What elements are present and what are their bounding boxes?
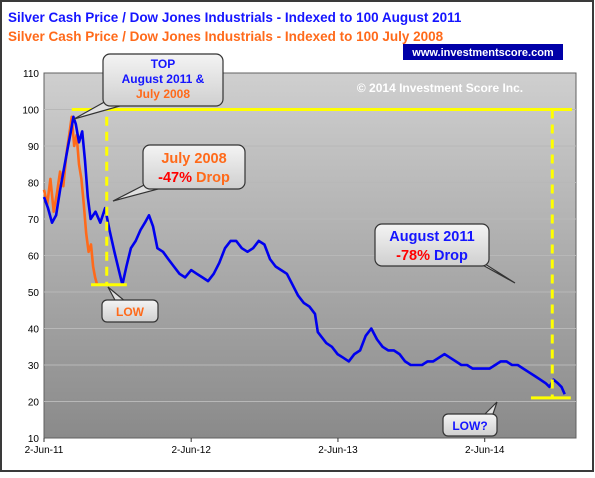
callout-low-box xyxy=(101,299,159,323)
callout-low-question: LOW? xyxy=(442,401,498,437)
y-tick-label: 40 xyxy=(28,325,40,336)
y-tick-label: 10 xyxy=(28,434,40,445)
y-tick-label: 100 xyxy=(22,106,39,117)
callout-text-segment: LOW? xyxy=(452,419,487,433)
y-tick-label: 90 xyxy=(28,142,40,153)
chart-title-blue: Silver Cash Price / Dow Jones Industrial… xyxy=(8,10,462,25)
callout-july2008-box xyxy=(142,144,246,190)
callout-text-segment: Drop xyxy=(192,170,230,186)
callout-text-segment: August 2011 & xyxy=(122,72,205,86)
callout-text-segment: TOP xyxy=(151,57,175,71)
x-tick-label: 2-Jun-13 xyxy=(318,445,358,456)
callout-text-segment: -78% xyxy=(396,248,430,264)
callout-low-question-text: LOW? xyxy=(452,419,487,433)
y-tick-label: 20 xyxy=(28,398,40,409)
website-label: www.investmentscore.com xyxy=(411,47,554,59)
callout-text-segment: July 2008 xyxy=(136,87,190,101)
x-axis: 2-Jun-11 2-Jun-12 2-Jun-13 2-Jun-14 xyxy=(25,438,505,456)
y-tick-label: 110 xyxy=(23,69,39,80)
callout-text-segment: LOW xyxy=(116,305,145,319)
grid xyxy=(44,109,576,402)
y-axis: 10 20 30 40 50 60 70 80 90 100 110 xyxy=(22,69,39,445)
y-tick-label: 60 xyxy=(28,252,40,263)
x-tick-label: 2-Jun-11 xyxy=(25,445,64,456)
callout-low: LOW xyxy=(101,286,159,323)
callout-aug2011: August 2011 -78% Drop xyxy=(374,223,516,284)
y-tick-label: 80 xyxy=(28,179,40,190)
callout-text-segment: -47% xyxy=(158,170,192,186)
callout-top: TOP August 2011 & July 2008 xyxy=(73,53,224,120)
callout-text-segment: Drop xyxy=(430,248,468,264)
callout-july2008-text: July 2008 -47% Drop xyxy=(158,151,230,186)
x-tick-label: 2-Jun-14 xyxy=(465,445,505,456)
reference-lines xyxy=(71,108,572,400)
x-tick-label: 2-Jun-12 xyxy=(171,445,211,456)
website-badge-bg xyxy=(403,44,563,60)
y-tick-label: 50 xyxy=(28,288,40,299)
callout-top-text: TOP August 2011 & July 2008 xyxy=(122,57,205,101)
callout-text-segment: August 2011 xyxy=(389,229,474,245)
y-tick-label: 70 xyxy=(28,215,40,226)
callout-aug2011-text: August 2011 -78% Drop xyxy=(389,229,474,264)
callout-july2008: July 2008 -47% Drop xyxy=(112,144,246,202)
chart-title-orange: Silver Cash Price / Dow Jones Industrial… xyxy=(8,29,444,44)
callout-low-text: LOW xyxy=(116,305,145,319)
callout-aug2011-box xyxy=(374,223,490,267)
callout-text-segment: July 2008 xyxy=(161,151,226,167)
website-badge: www.investmentscore.com xyxy=(403,44,563,60)
callout-top-box xyxy=(102,53,224,107)
y-tick-label: 30 xyxy=(28,361,40,372)
series-line-orange xyxy=(42,115,99,286)
callout-low-question-box xyxy=(442,413,498,437)
copyright-text: © 2014 Investment Score Inc. xyxy=(357,81,523,95)
